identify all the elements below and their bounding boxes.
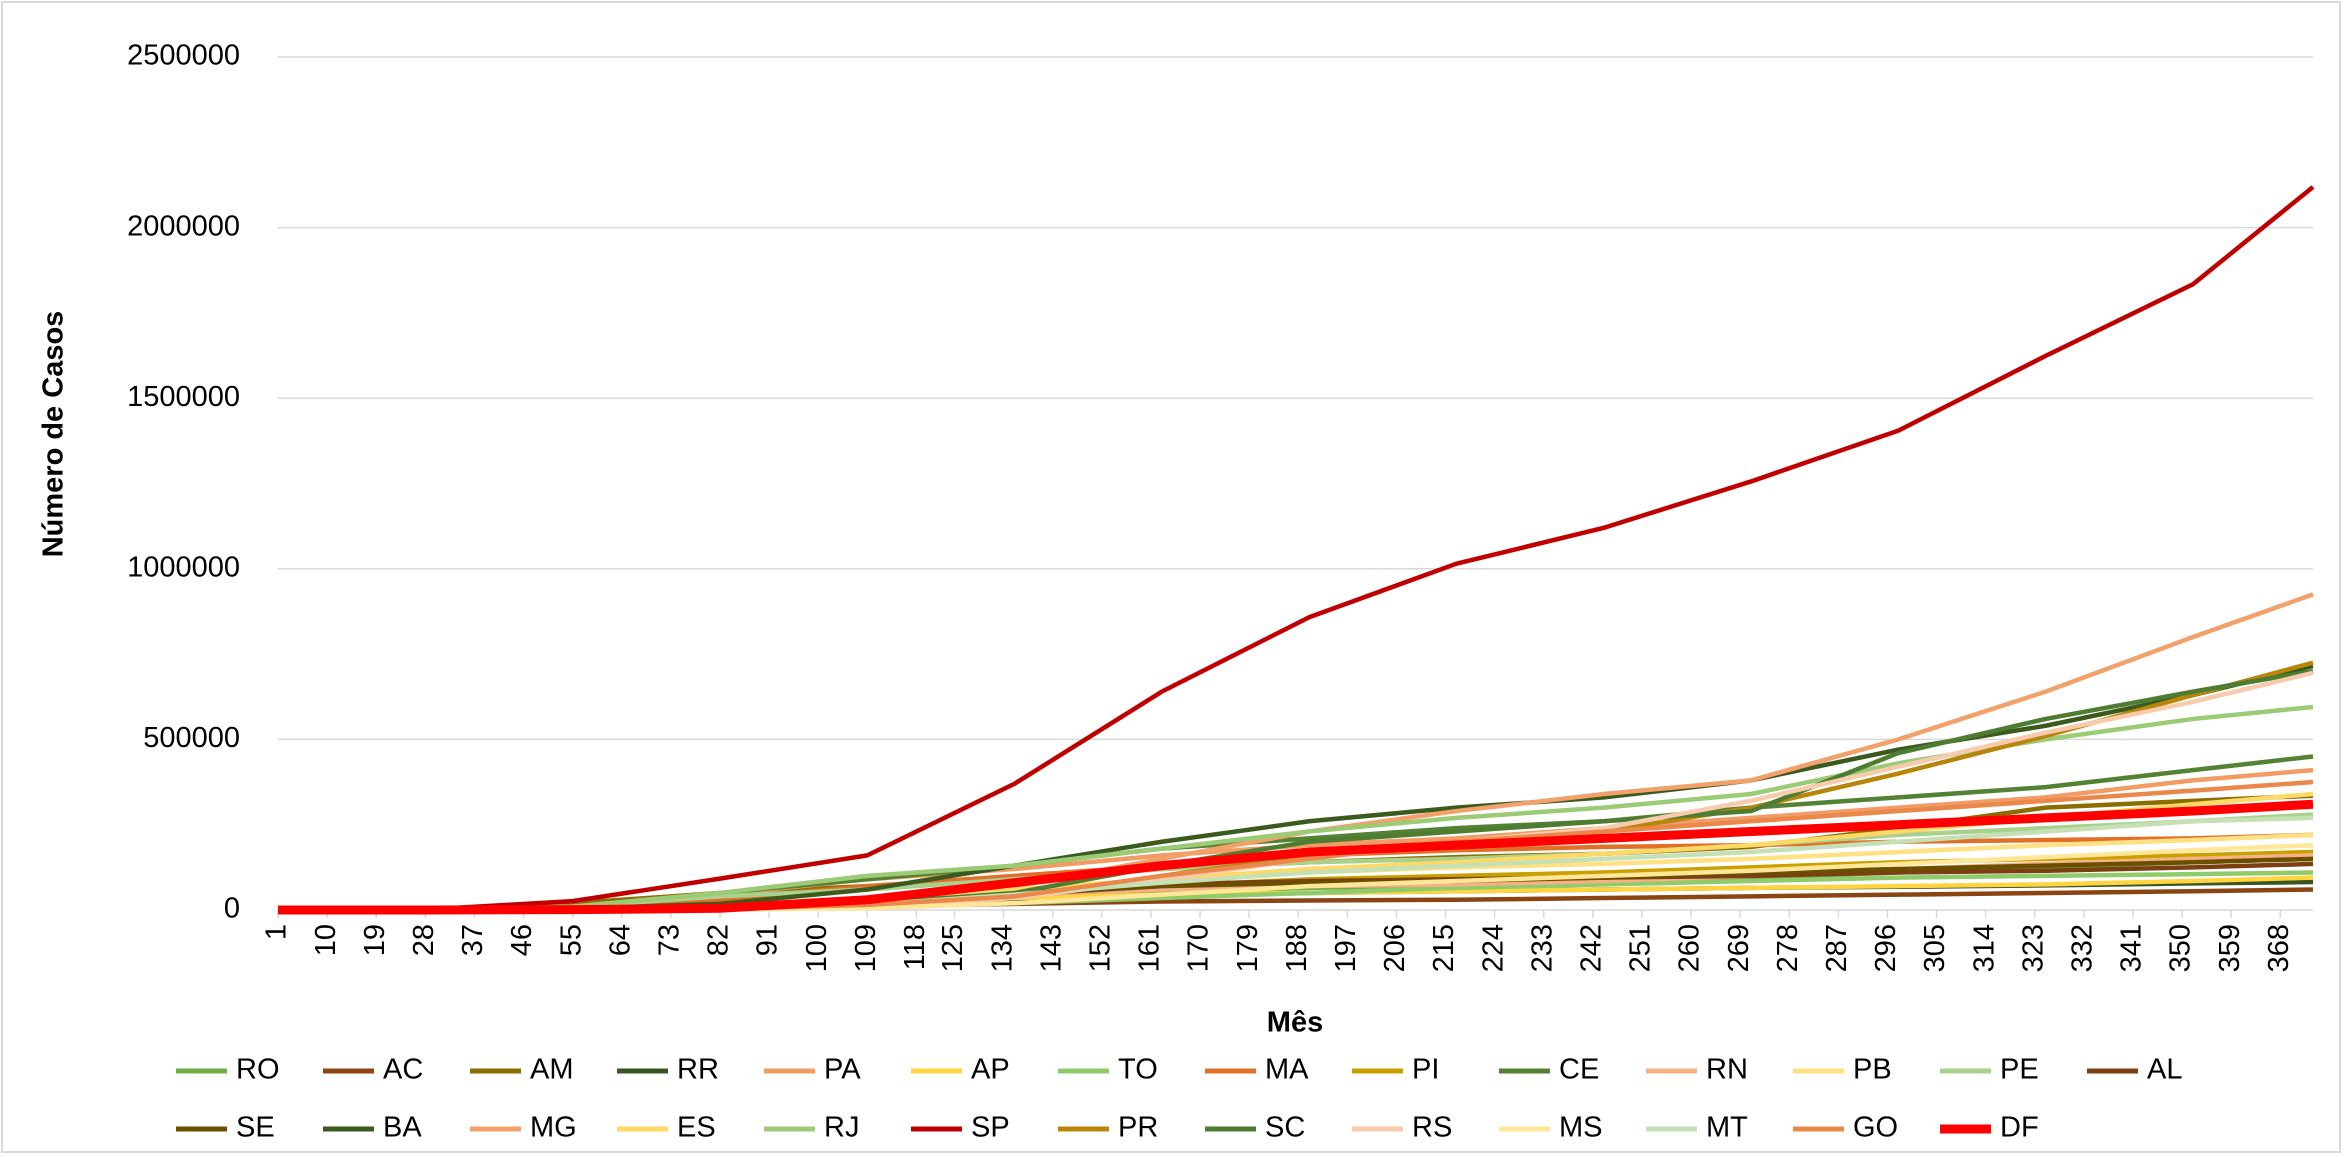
series-line [277,185,2315,913]
x-tick-label: 37 [457,924,489,956]
x-tick-label: 269 [1723,924,1755,972]
x-tick-label: 368 [2263,924,2295,972]
x-tick-label: 206 [1379,924,1411,972]
legend-label: RO [236,1054,280,1086]
legend-label: RN [1706,1054,1748,1086]
x-tick-label: 278 [1772,924,1804,972]
x-tick-label: 19 [359,924,391,956]
x-tick-label: 197 [1330,924,1362,972]
x-tick-label: 323 [2017,924,2049,972]
x-tick-label: 134 [986,924,1018,972]
x-tick-label: 287 [1821,924,1853,972]
x-tick-label: 152 [1084,924,1116,972]
x-tick-label: 332 [2067,924,2099,972]
x-tick-label: 118 [899,924,931,970]
legend-label: AL [2147,1054,2182,1086]
legend-label: SE [236,1112,275,1144]
x-tick-label: 350 [2165,924,2197,972]
legend-label: RS [1412,1112,1452,1144]
x-tick-label: 10 [310,924,342,956]
legend-label: DF [2000,1112,2039,1144]
x-tick-label: 55 [555,924,587,956]
legend-label: MG [530,1112,577,1144]
x-tick-label: 251 [1625,924,1657,972]
y-tick-label: 1500000 [127,381,240,413]
legend-label: PI [1412,1054,1439,1086]
y-tick-label: 500000 [143,722,240,754]
x-tick-label: 161 [1134,924,1166,972]
x-tick-label: 109 [850,924,882,972]
legend-label: RR [677,1054,719,1086]
x-tick-label: 170 [1183,924,1215,972]
y-tick-label: 1000000 [127,551,240,583]
legend-label: GO [1853,1112,1898,1144]
x-tick-label: 242 [1575,924,1607,972]
x-tick-label: 1 [261,924,293,940]
legend-label: RJ [824,1112,859,1144]
x-axis-title: Mês [1267,1007,1323,1039]
legend-label: MS [1559,1112,1603,1144]
legend-label: PE [2000,1054,2039,1086]
legend-label: MT [1706,1112,1748,1144]
legend-label: SP [971,1112,1010,1144]
series-line [277,799,2314,915]
x-tick-label: 224 [1477,924,1509,972]
legend-label: ES [677,1112,716,1144]
x-tick-label: 64 [604,924,636,956]
x-tick-label: 305 [1919,924,1951,972]
legend-label: MA [1265,1054,1309,1086]
legend-label: AM [530,1054,574,1086]
legend-label: SC [1265,1112,1305,1144]
x-tick-label: 46 [506,924,538,956]
x-tick-label: 260 [1674,924,1706,972]
x-tick-label: 188 [1281,924,1313,972]
x-tick-label: 359 [2214,924,2246,972]
legend-label: BA [383,1112,422,1144]
x-tick-label: 28 [408,924,440,956]
legend-label: PA [824,1054,861,1086]
legend-label: CE [1559,1054,1599,1086]
y-tick-label: 2500000 [127,40,240,72]
x-tick-label: 233 [1526,924,1558,972]
x-tick-label: 125 [937,924,969,972]
y-tick-label: 0 [224,893,240,925]
x-tick-label: 341 [2116,924,2148,972]
x-tick-label: 82 [703,924,735,956]
x-tick-label: 91 [752,924,784,956]
legend-label: AP [971,1054,1010,1086]
y-axis-title: Número de Casos [38,311,70,558]
legend-label: TO [1118,1054,1158,1086]
legend-label: PB [1853,1054,1892,1086]
y-tick-label: 2000000 [127,210,240,242]
x-tick-label: 296 [1870,924,1902,972]
x-tick-label: 215 [1428,924,1460,972]
x-tick-label: 100 [801,924,833,972]
x-tick-label: 73 [653,924,685,956]
legend-label: AC [383,1054,423,1086]
x-tick-label: 179 [1232,924,1264,972]
legend-label: PR [1118,1112,1158,1144]
x-tick-label: 143 [1035,924,1067,972]
x-tick-label: 314 [1968,924,2000,972]
